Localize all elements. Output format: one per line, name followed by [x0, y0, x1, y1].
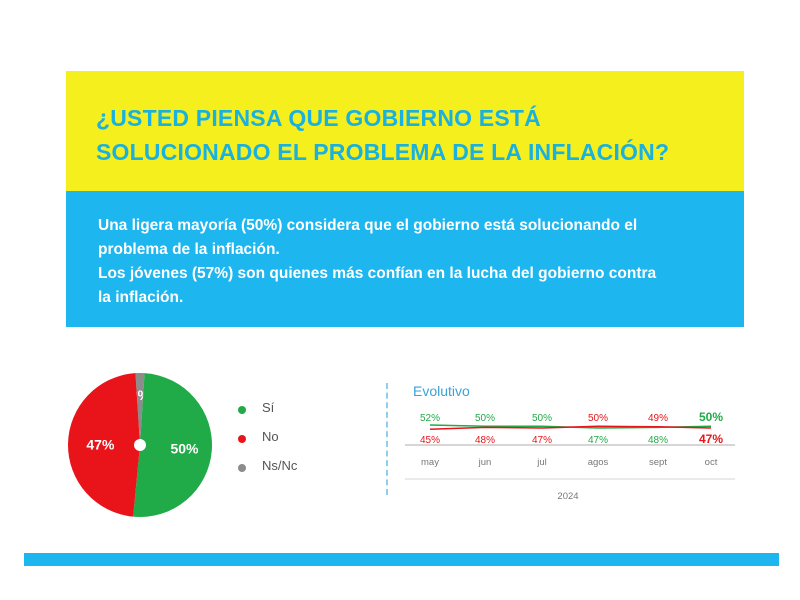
legend-label-no: No — [262, 429, 279, 444]
evolution-title: Evolutivo — [413, 383, 470, 399]
x-tick-oct: oct — [705, 457, 718, 468]
question-banner: ¿USTED PIENSA QUE GOBIERNO ESTÁ SOLUCION… — [66, 71, 744, 191]
pie-slice-nsnc — [135, 373, 145, 445]
summary-line-2: problema de la inflación. — [98, 241, 280, 258]
summary-panel: Una ligera mayoría (50%) considera que e… — [66, 191, 744, 327]
x-tick-sept: sept — [649, 457, 667, 468]
x-axis-label: 2024 — [557, 491, 578, 502]
question-line-2: SOLUCIONADO EL PROBLEMA DE LA INFLACIÓN? — [96, 139, 670, 165]
summary-line-1: Una ligera mayoría (50%) considera que e… — [98, 217, 638, 234]
data-label-si-agos: 47% — [588, 435, 608, 446]
question-title: ¿USTED PIENSA QUE GOBIERNO ESTÁ SOLUCION… — [96, 101, 736, 169]
data-label-no-jun: 48% — [475, 435, 495, 446]
data-label-si-oct: 50% — [699, 410, 723, 424]
data-label-no-oct: 47% — [699, 432, 723, 446]
summary-line-4: la inflación. — [98, 289, 184, 306]
pie-slice-s — [133, 373, 212, 517]
x-tick-agos: agos — [588, 457, 609, 468]
data-label-si-may: 52% — [420, 413, 440, 424]
legend-label-nsnc: Ns/Nc — [262, 458, 298, 473]
data-label-si-jul: 50% — [532, 413, 552, 424]
section-divider — [386, 383, 388, 495]
legend-swatch-si — [238, 406, 246, 414]
summary-line-3: Los jóvenes (57%) son quienes más confía… — [98, 265, 657, 282]
evolution-chart: 52% 45% may 50% 48% jun 50% 47% jul 47% 50% agos 48%… — [405, 410, 735, 502]
question-line-1: ¿USTED PIENSA QUE GOBIERNO ESTÁ — [96, 105, 541, 131]
pie-label-s: 50% — [170, 441, 199, 457]
pie-label-no: 47% — [86, 436, 115, 452]
pie-chart: 2%50%47% — [67, 373, 212, 517]
legend-label-si: Sí — [262, 400, 275, 415]
x-tick-jun: jun — [478, 457, 492, 468]
pie-slice-no — [67, 373, 140, 517]
data-label-no-jul: 47% — [532, 435, 552, 446]
legend-swatch-no — [238, 435, 246, 443]
data-label-no-may: 45% — [420, 435, 440, 446]
footer-bar — [24, 553, 779, 566]
data-label-no-sept: 49% — [648, 413, 668, 424]
x-tick-jul: jul — [536, 457, 547, 468]
data-label-no-agos: 50% — [588, 413, 608, 424]
series-line-no — [429, 425, 712, 430]
pie-center-dot — [134, 439, 146, 451]
x-tick-may: may — [421, 457, 439, 468]
data-label-si-jun: 50% — [475, 413, 495, 424]
data-label-si-sept: 48% — [648, 435, 668, 446]
legend-swatch-nsnc — [238, 464, 246, 472]
